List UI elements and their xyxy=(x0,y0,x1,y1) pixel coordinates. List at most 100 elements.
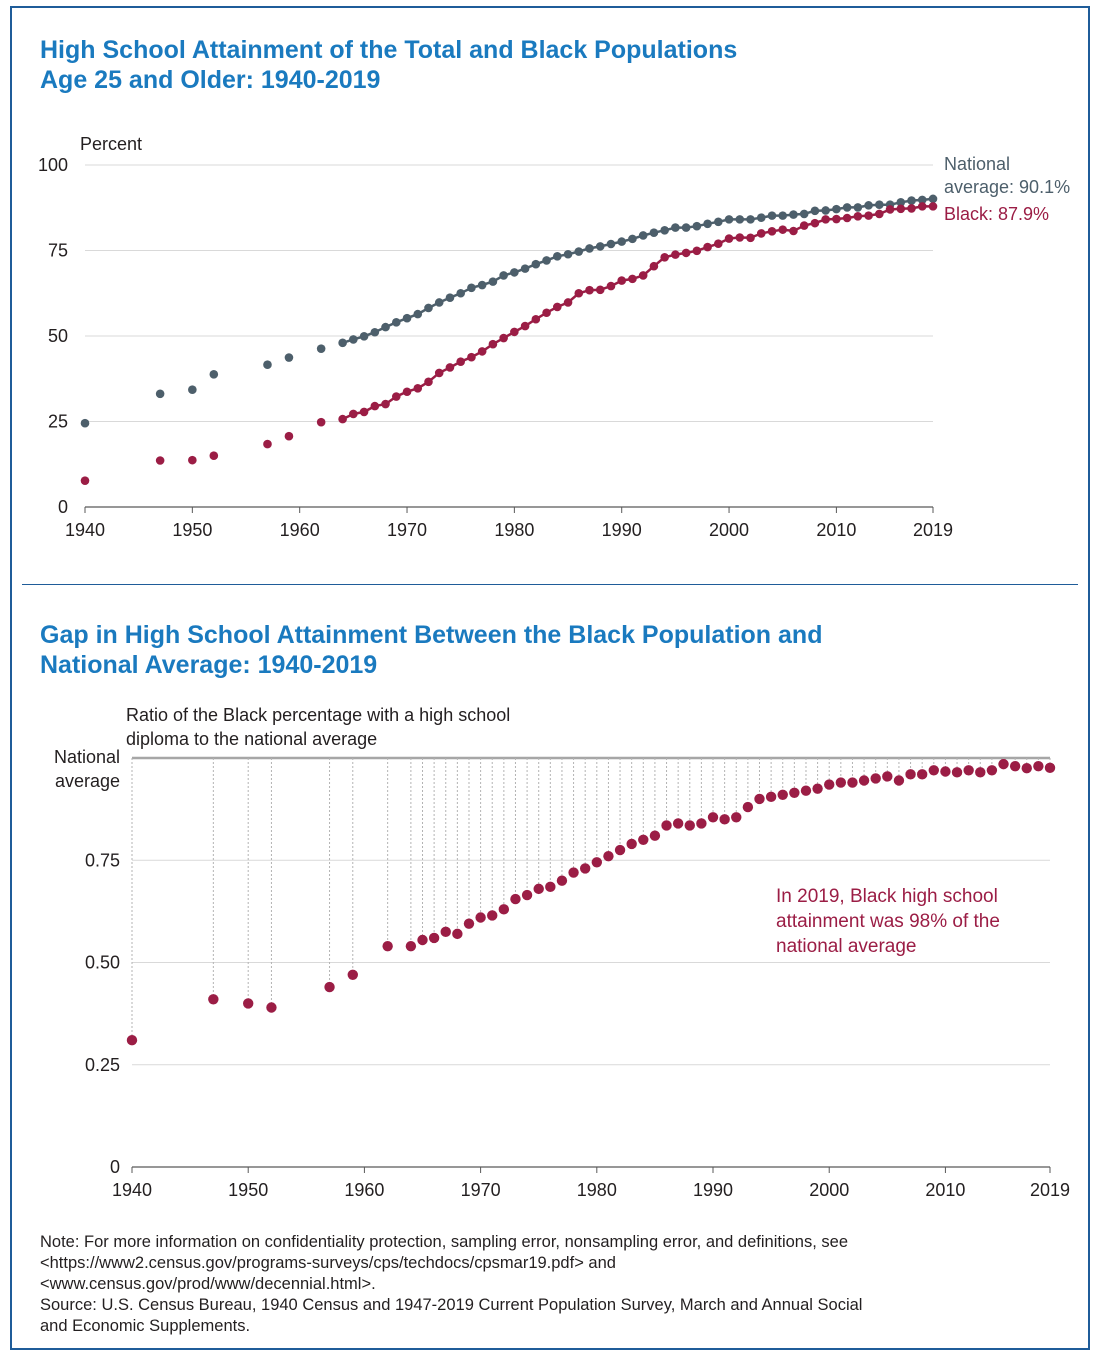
ratio-point xyxy=(777,789,788,801)
black-point xyxy=(660,253,669,262)
national-point xyxy=(638,231,648,240)
black-point xyxy=(284,431,294,441)
national-point xyxy=(263,360,272,370)
black-point xyxy=(80,476,90,485)
ratio-point xyxy=(800,785,812,796)
ratio-point xyxy=(324,981,335,993)
ratio-point xyxy=(882,771,893,782)
y-tick-label: 0.25 xyxy=(85,1055,120,1075)
ratio-point xyxy=(1044,762,1056,774)
national-point xyxy=(746,215,755,224)
national-point xyxy=(456,288,465,298)
national-point xyxy=(778,211,788,220)
national-point xyxy=(714,217,723,227)
black-point xyxy=(778,225,788,234)
black-point xyxy=(542,308,551,318)
national-point xyxy=(520,264,530,273)
annotation-line2: attainment was 98% of the xyxy=(776,911,1000,932)
black-point xyxy=(756,229,766,238)
national-point xyxy=(209,370,219,379)
ratio-point xyxy=(963,765,974,776)
black-point xyxy=(789,226,798,236)
national-point xyxy=(434,298,444,307)
ratio-point xyxy=(417,934,428,946)
x-tick-label: 1940 xyxy=(65,520,105,540)
black-point xyxy=(864,211,873,220)
black-point xyxy=(359,407,369,417)
ratio-point xyxy=(684,820,695,831)
annotation-line3: national average xyxy=(776,936,917,957)
ratio-point xyxy=(556,875,568,886)
note-line1: Note: For more information on confidenti… xyxy=(40,1233,849,1251)
black-point xyxy=(885,205,895,214)
ratio-point xyxy=(731,812,742,823)
ratio-point xyxy=(382,940,393,952)
y-axis-label-line1: Ratio of the Black percentage with a hig… xyxy=(126,705,510,725)
national-point xyxy=(563,249,573,259)
black-point xyxy=(370,401,380,411)
national-point xyxy=(445,293,455,302)
chart2-title: Gap in High School Attainment Between th… xyxy=(40,620,1040,680)
x-tick-label: 2010 xyxy=(925,1180,965,1200)
ratio-point xyxy=(719,814,730,825)
chart2-title-line1: Gap in High School Attainment Between th… xyxy=(40,621,823,649)
ratio-point xyxy=(672,818,684,829)
ratio-point xyxy=(765,791,777,803)
national-point xyxy=(574,247,584,256)
national-point xyxy=(542,256,551,265)
source-line1: Source: U.S. Census Bureau, 1940 Census … xyxy=(40,1296,863,1314)
ratio-point xyxy=(707,812,719,823)
national-point xyxy=(349,335,358,344)
y-tick-label: 0.75 xyxy=(85,850,120,870)
x-tick-label: 1990 xyxy=(693,1180,733,1200)
ratio-point xyxy=(1021,763,1032,774)
black-point xyxy=(424,377,433,387)
ratio-point xyxy=(510,893,521,905)
ratio-point xyxy=(428,932,440,944)
black-point xyxy=(746,233,755,243)
annotation-line1: In 2019, Black high school xyxy=(776,886,998,907)
ratio-point xyxy=(1009,760,1021,772)
ratio-point xyxy=(521,889,533,901)
x-tick-label: 1960 xyxy=(280,520,320,540)
ratio-point xyxy=(858,775,870,786)
black-point xyxy=(714,239,723,248)
y-tick-label: 25 xyxy=(48,412,68,432)
black-point xyxy=(391,392,401,401)
ratio-point xyxy=(975,767,986,778)
national-point xyxy=(606,239,616,249)
footnote: Note: For more information on confidenti… xyxy=(40,1232,1050,1337)
black-point xyxy=(681,248,691,258)
ratio-point xyxy=(824,779,835,790)
ratio-point xyxy=(463,918,475,929)
ratio-point xyxy=(998,758,1009,770)
black-point xyxy=(381,399,390,409)
chart2-title-line2: National Average: 1940-2019 xyxy=(40,651,378,679)
chart1-title-line2: Age 25 and Older: 1940-2019 xyxy=(40,66,381,94)
black-point xyxy=(188,455,197,465)
black-end-label: Black: 87.9% xyxy=(944,204,1049,224)
national-point xyxy=(499,271,508,280)
national-point xyxy=(832,204,841,214)
black-point xyxy=(649,261,659,271)
black-point xyxy=(467,352,476,362)
national-point xyxy=(767,211,777,220)
ratio-point xyxy=(475,912,486,923)
black-point xyxy=(832,214,841,224)
x-tick-label: 2019 xyxy=(1030,1180,1070,1200)
ratio-point xyxy=(568,867,579,878)
black-point xyxy=(574,288,584,298)
gap-chart: Ratio of the Black percentage with a hig… xyxy=(54,705,1070,1200)
y-tick-label: 75 xyxy=(48,241,68,261)
national-point xyxy=(391,318,401,327)
x-tick-label: 1990 xyxy=(602,520,642,540)
black-point xyxy=(155,456,165,465)
black-point xyxy=(510,327,519,337)
ratio-point xyxy=(243,998,254,1009)
national-point xyxy=(338,338,347,348)
ratio-point xyxy=(812,783,823,794)
ratio-point xyxy=(754,793,765,805)
black-point xyxy=(531,314,541,324)
y-tick-label: 0 xyxy=(110,1157,120,1177)
ratio-point xyxy=(951,767,963,778)
